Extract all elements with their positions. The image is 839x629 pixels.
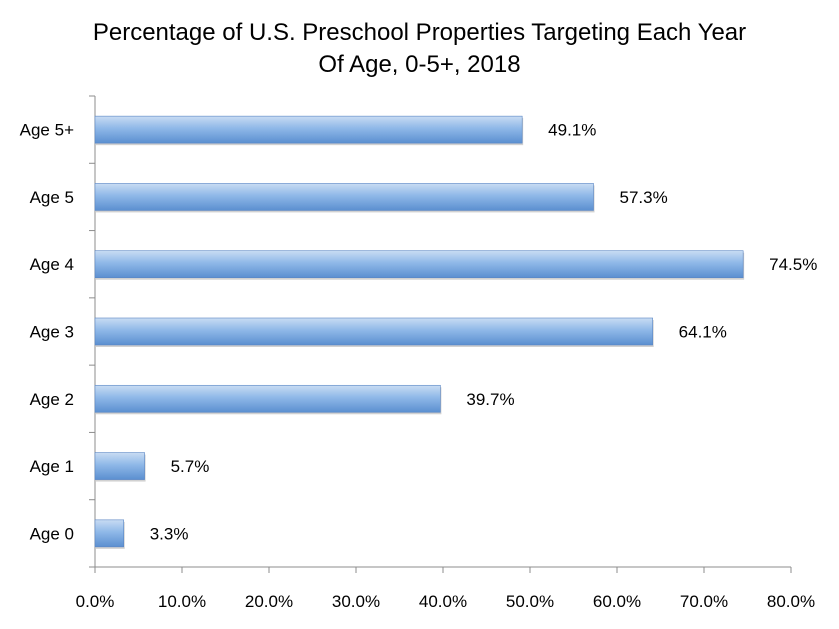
data-label: 3.3% [150,524,189,543]
bar [94,183,594,211]
x-tick-label: 60.0% [593,592,641,611]
bar [94,317,653,346]
data-label: 49.1% [548,121,596,140]
labels-layer: 0.0% 10.0% 20.0% 30.0% 40.0% 50.0% 60.0% 70.0% 8… [20,121,818,611]
data-label: 57.3% [620,188,668,207]
x-tick-label: 10.0% [158,592,206,611]
bars-layer [94,115,745,549]
x-tick-label: 0.0% [76,592,115,611]
category-label: Age 2 [30,390,74,409]
data-label: 5.7% [171,457,210,476]
category-label: Age 5+ [20,121,74,140]
category-label: Age 0 [30,524,74,543]
bar [94,519,125,548]
x-tick-label: 80.0% [767,592,815,611]
chart-title-line-1: Percentage of U.S. Preschool Properties … [92,19,747,46]
category-label: Age 4 [30,255,74,274]
bar [94,115,523,144]
category-label: Age 5 [30,188,74,207]
x-tick-label: 20.0% [245,592,293,611]
bar [94,250,744,279]
x-tick-label: 50.0% [506,592,554,611]
data-label: 74.5% [769,255,817,274]
x-tick-label: 70.0% [680,592,728,611]
bar [94,384,441,413]
data-label: 64.1% [679,323,727,342]
x-tick-label: 30.0% [332,592,380,611]
chart-title-line-2: Of Age, 0-5+, 2018 [318,51,521,78]
category-label: Age 1 [30,457,74,476]
data-label: 39.7% [466,390,514,409]
category-label: Age 3 [30,323,74,342]
x-tick-label: 40.0% [419,592,467,611]
bar [94,452,145,480]
